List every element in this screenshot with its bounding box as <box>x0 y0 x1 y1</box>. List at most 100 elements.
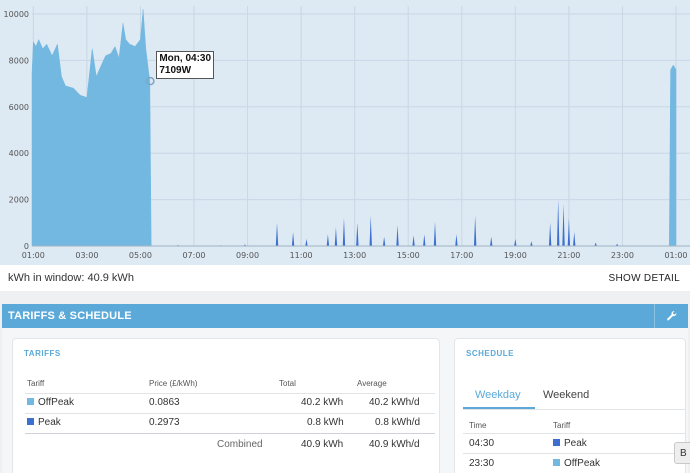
peak-spike <box>473 215 477 246</box>
tariff-price: 0.0863 <box>149 397 180 408</box>
tooltip-value: 7109W <box>159 65 192 77</box>
wrench-icon <box>666 311 676 321</box>
peak-spike <box>562 204 565 246</box>
tariff-row-combined: Combined 40.9 kWh 40.9 kWh/d <box>25 435 435 455</box>
tab-weekend[interactable]: Weekend <box>543 389 590 401</box>
tariff-name: Peak <box>38 417 61 428</box>
divider <box>25 393 435 394</box>
peak-spike <box>412 235 415 246</box>
offpeak-area <box>31 9 152 247</box>
tab-weekday[interactable]: Weekday <box>475 389 521 401</box>
peak-spike <box>556 199 560 246</box>
tariff-row-peak: Peak 0.2973 0.8 kWh 0.8 kWh/d <box>25 413 435 433</box>
divider <box>463 453 685 454</box>
peak-spike <box>548 222 552 246</box>
divider <box>463 433 685 434</box>
show-detail-button[interactable]: SHOW DETAIL <box>608 272 680 284</box>
y-tick-label: 0 <box>24 242 29 251</box>
combined-label: Combined <box>217 439 263 450</box>
peak-spike <box>490 236 493 246</box>
col-time: Time <box>469 421 487 430</box>
col-schedule-tariff: Tariff <box>553 421 571 430</box>
y-tick-label: 6000 <box>9 103 29 112</box>
schedule-tariff: OffPeak <box>564 458 600 469</box>
tariffs-schedule-body: TARIFFS Tariff Price (£/kWh) Total Avera… <box>2 328 688 473</box>
combined-total: 40.9 kWh <box>301 439 344 450</box>
x-tick-label: 11:00 <box>290 251 313 260</box>
col-price: Price (£/kWh) <box>149 379 198 388</box>
tariffs-schedule-header: TARIFFS & SCHEDULE <box>2 304 688 328</box>
peak-spike <box>423 234 426 246</box>
peak-spike <box>615 243 619 246</box>
edit-tariffs-button[interactable] <box>654 304 688 328</box>
y-tick-label: 2000 <box>9 196 29 205</box>
peak-spike <box>369 215 372 246</box>
y-tick-label: 8000 <box>9 56 29 65</box>
tariff-row-offpeak: OffPeak 0.0863 40.2 kWh 40.2 kWh/d <box>25 393 435 413</box>
peak-spike <box>291 232 295 246</box>
chart-tooltip: Mon, 04:30 7109W <box>156 51 215 80</box>
active-tab-indicator <box>463 407 535 409</box>
schedule-tariff: Peak <box>564 438 587 449</box>
tariff-price: 0.2973 <box>149 417 180 428</box>
peak-spike <box>567 218 571 246</box>
tariff-name-cell: OffPeak <box>27 397 74 408</box>
col-tariff: Tariff <box>27 379 45 388</box>
divider <box>25 433 435 434</box>
schedule-tariff-cell: OffPeak <box>553 458 600 469</box>
power-chart[interactable]: 01:00 03:00 05:00 07:00 09:00 11:00 13:00 15:00… <box>0 0 690 265</box>
peak-swatch <box>27 418 34 425</box>
hover-marker <box>146 76 155 86</box>
x-tick-label: 01:00 <box>22 251 45 260</box>
x-tick-label: 19:00 <box>504 251 527 260</box>
peak-spike <box>356 222 359 246</box>
x-tick-label: 09:00 <box>236 251 259 260</box>
peak-spike <box>514 239 517 246</box>
y-tick-label: 4000 <box>9 149 29 158</box>
x-tick-label: 03:00 <box>75 251 98 260</box>
power-chart-svg: 01:00 03:00 05:00 07:00 09:00 11:00 13:00 15:00… <box>4 6 690 260</box>
schedule-tariff-cell: Peak <box>553 438 587 449</box>
tariff-total: 40.2 kWh <box>301 397 344 408</box>
offpeak-swatch <box>553 459 560 466</box>
divider <box>25 413 435 414</box>
tariffs-title: TARIFFS <box>24 349 61 358</box>
peak-spike <box>342 218 346 246</box>
col-total: Total <box>279 379 296 388</box>
corner-button[interactable]: B <box>674 442 690 464</box>
y-tick-label: 10000 <box>4 10 29 19</box>
tariff-total: 0.8 kWh <box>307 417 344 428</box>
tariff-name-cell: Peak <box>27 417 61 428</box>
peak-spike <box>573 232 576 246</box>
x-tick-label: 15:00 <box>397 251 420 260</box>
peak-spike <box>396 225 399 246</box>
panel-title: TARIFFS & SCHEDULE <box>8 310 132 322</box>
x-tick-label: 07:00 <box>182 251 205 260</box>
x-tick-label: 05:00 <box>129 251 152 260</box>
tariff-average: 40.2 kWh/d <box>369 397 420 408</box>
tab-divider <box>463 409 685 410</box>
x-tick-label: 01:00 <box>664 251 687 260</box>
schedule-time: 04:30 <box>469 438 495 449</box>
x-tick-label: 13:00 <box>343 251 366 260</box>
x-tick-label: 23:00 <box>611 251 634 260</box>
offpeak-area <box>669 64 677 247</box>
combined-average: 40.9 kWh/d <box>369 439 420 450</box>
peak-swatch <box>553 439 560 446</box>
tariff-average: 0.8 kWh/d <box>375 417 421 428</box>
window-summary-bar: kWh in window: 40.9 kWh SHOW DETAIL <box>0 265 690 291</box>
offpeak-swatch <box>27 398 34 405</box>
schedule-title: SCHEDULE <box>466 349 515 358</box>
peak-spike <box>275 222 279 246</box>
tariffs-card: TARIFFS Tariff Price (£/kWh) Total Avera… <box>12 338 440 473</box>
peak-spike <box>594 242 597 246</box>
peak-spike <box>326 234 330 246</box>
peak-spike <box>382 236 386 246</box>
tariff-name: OffPeak <box>38 397 74 408</box>
schedule-card: SCHEDULE Weekday Weekend Time Tariff 04:… <box>454 338 686 473</box>
peak-spike <box>530 241 533 246</box>
x-tick-label: 21:00 <box>557 251 580 260</box>
tooltip-time: Mon, 04:30 <box>159 53 212 65</box>
peak-spike <box>455 234 458 246</box>
peak-spike <box>305 239 308 246</box>
